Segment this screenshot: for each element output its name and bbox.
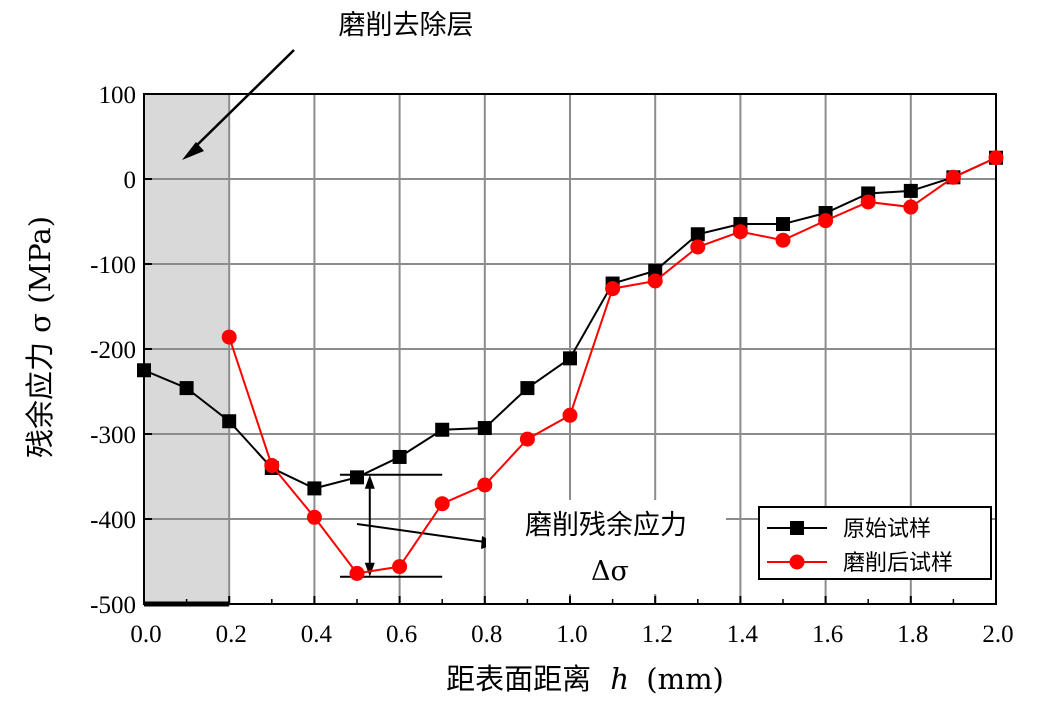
- y-tick-label: -300: [90, 422, 136, 449]
- x-tick-label: 0.8: [471, 621, 502, 648]
- data-point-original: [903, 183, 918, 198]
- data-point-ground: [392, 559, 408, 575]
- delta-sigma-label: Δσ: [591, 556, 629, 587]
- legend-marker-square: [790, 521, 804, 535]
- data-point-original: [307, 481, 322, 496]
- data-point-ground: [647, 273, 663, 289]
- data-point-original: [137, 363, 151, 378]
- y-tick-label: 100: [99, 82, 137, 109]
- data-point-original: [350, 470, 364, 485]
- data-point-original: [690, 227, 705, 242]
- data-point-original: [435, 422, 450, 437]
- legend-label-0: 原始试样: [843, 517, 931, 542]
- data-point-original: [222, 414, 237, 429]
- x-tick-label: 1.2: [642, 621, 673, 648]
- data-point-ground: [349, 565, 365, 581]
- axis-ticks: 0.0 0.2 0.4 0.6 0.8 1.0 1.2 1.4 1.6 1.8 2.0 100 0 -10…: [90, 82, 1013, 648]
- data-point-original: [520, 381, 535, 396]
- y-tick-label: -200: [90, 337, 136, 364]
- data-point-ground: [988, 150, 1004, 166]
- series: [137, 150, 1004, 581]
- x-axis-label: 距表面距离 h (mm): [446, 662, 724, 696]
- grinding-stress-label: 磨削残余应力: [525, 510, 687, 541]
- delta-arrow-down: [364, 562, 375, 577]
- data-point-ground: [605, 281, 621, 297]
- legend-label-1: 磨削后试样: [843, 551, 953, 576]
- data-point-ground: [860, 194, 876, 210]
- data-point-original: [477, 421, 492, 436]
- x-tick-label: 1.0: [556, 621, 587, 648]
- x-axis-label-var: h: [610, 662, 629, 696]
- data-point-ground: [519, 431, 535, 447]
- data-point-original: [563, 351, 577, 366]
- data-point-ground: [221, 329, 237, 345]
- x-tick-label: 2.0: [982, 621, 1013, 648]
- y-tick-label: 0: [124, 167, 137, 194]
- data-point-original: [648, 263, 663, 278]
- delta-arrow-up: [364, 474, 375, 489]
- x-tick-label: 0.4: [301, 621, 333, 648]
- data-point-ground: [903, 199, 919, 215]
- y-tick-label: -500: [90, 592, 136, 619]
- x-tick-label: 1.4: [727, 621, 759, 648]
- x-tick-label: 0.2: [216, 621, 247, 648]
- data-point-original: [776, 217, 790, 232]
- delta-label-bg: [486, 500, 726, 594]
- data-point-ground: [775, 232, 791, 248]
- data-point-ground: [818, 213, 834, 229]
- removal-layer-arrow-head: [182, 142, 204, 160]
- x-axis-label-cn: 距表面距离: [446, 662, 591, 696]
- data-point-ground: [945, 169, 961, 185]
- data-point-ground: [264, 457, 280, 473]
- data-point-original: [179, 381, 194, 396]
- x-tick-label: 1.6: [812, 621, 843, 648]
- y-axis-label: 残余应力 σ (MPa): [23, 216, 57, 458]
- x-tick-label: 0.6: [386, 621, 417, 648]
- y-tick-label: -100: [90, 252, 136, 279]
- data-point-ground: [434, 496, 450, 512]
- legend-marker-circle: [789, 554, 805, 570]
- x-tick-label: 1.8: [897, 621, 928, 648]
- data-point-ground: [306, 509, 322, 525]
- removal-layer-arrow-line: [191, 49, 295, 151]
- x-axis-label-unit: (mm): [646, 662, 724, 696]
- delta-pointer-line: [356, 523, 486, 543]
- y-tick-label: -400: [90, 507, 136, 534]
- data-point-ground: [732, 224, 748, 240]
- data-point-ground: [562, 407, 578, 423]
- data-point-ground: [477, 477, 493, 493]
- removal-layer-label: 磨削去除层: [339, 10, 474, 41]
- data-point-original: [392, 449, 407, 464]
- data-point-ground: [690, 239, 706, 255]
- x-tick-label: 0.0: [130, 621, 161, 648]
